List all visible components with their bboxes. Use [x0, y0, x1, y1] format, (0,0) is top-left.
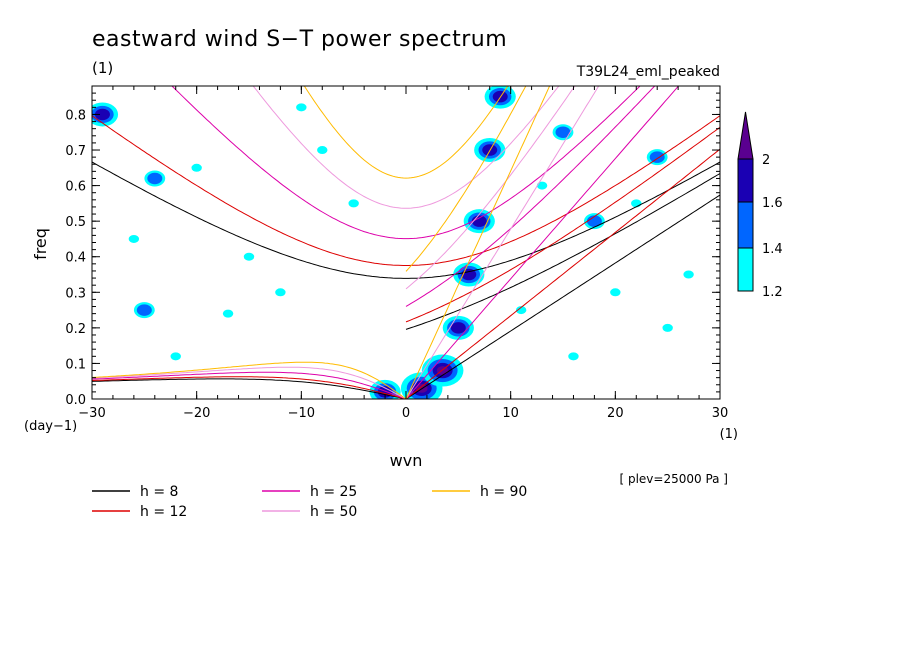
run-name: T39L24_eml_peaked: [576, 64, 720, 80]
power-region: [536, 181, 548, 190]
ig-curve: [252, 86, 560, 209]
ig-curve: [303, 86, 509, 179]
x-tick-label: −10: [288, 406, 315, 421]
y-tick-label: 0.0: [65, 393, 86, 408]
legend-label: h = 25: [310, 484, 357, 500]
power-region: [191, 163, 202, 172]
power-region: [128, 234, 140, 243]
kelvin-curve: [405, 86, 600, 399]
power-region: [662, 323, 673, 332]
kelvin-curve: [405, 86, 551, 399]
y-tick-label: 0.3: [65, 286, 86, 301]
y-tick-label: 0.4: [65, 251, 86, 266]
power-region: [136, 304, 152, 316]
y-unit-label: (day−1): [24, 419, 77, 434]
colorbar-label: 1.4: [762, 242, 783, 257]
y-tick-label: 0.7: [65, 144, 86, 159]
rossby-curve: [92, 376, 407, 399]
eig-curve: [405, 86, 576, 290]
power-region: [275, 288, 286, 297]
rossby-curve: [92, 371, 407, 399]
colorbar-segment: [737, 158, 754, 203]
power-region: [610, 288, 621, 297]
power-region: [170, 352, 181, 361]
x-axis-label: wvn: [390, 451, 423, 470]
x-tick-label: −20: [183, 406, 210, 421]
y-tick-label: 0.8: [65, 108, 86, 123]
dispersion-curves: [92, 86, 720, 399]
power-region: [317, 146, 328, 155]
colorbar-extend-triangle: [737, 111, 754, 160]
eig-curve: [405, 86, 527, 272]
power-region: [631, 199, 642, 208]
power-region: [296, 103, 307, 112]
eig-curve: [405, 126, 720, 323]
rossby-curve: [92, 378, 407, 399]
x-tick-label: 10: [502, 406, 519, 421]
rossby-curve: [92, 361, 407, 399]
x-tick-label: −30: [78, 406, 105, 421]
power-region: [568, 352, 579, 361]
x-axis-ticks: −30 −20 −10 0 10 20 30: [78, 86, 728, 421]
eig-curve: [405, 173, 720, 330]
power-region: [94, 108, 110, 121]
colorbar-segment: [737, 201, 754, 249]
y-axis-label: freq: [31, 228, 50, 260]
units-label: (1): [92, 59, 113, 77]
rossby-curve: [92, 366, 407, 399]
ig-curve: [92, 115, 720, 266]
plot-frame: [91, 85, 721, 400]
power-region: [222, 309, 234, 318]
x-tick-label: 0: [402, 406, 410, 421]
curve-legend: h = 8 h = 12 h = 25 h = 50 h = 90: [92, 484, 527, 520]
colorbar-label: 2: [762, 153, 770, 168]
ig-curve: [171, 86, 641, 240]
kelvin-curve: [405, 148, 720, 399]
y-tick-label: 0.5: [65, 215, 86, 230]
power-region: [515, 306, 527, 315]
power-region: [555, 126, 571, 138]
y-tick-label: 0.2: [65, 322, 86, 337]
power-region: [450, 322, 466, 334]
legend-label: h = 90: [480, 484, 527, 500]
power-region: [243, 252, 255, 261]
y-tick-label: 0.1: [65, 357, 86, 372]
y-tick-label: 0.6: [65, 180, 86, 195]
power-region: [147, 172, 163, 185]
kelvin-curve: [405, 194, 720, 399]
power-region: [348, 199, 359, 208]
colorbar-segment: [737, 247, 754, 292]
x-unit-label: (1): [720, 427, 738, 442]
x-tick-label: 20: [607, 406, 624, 421]
colorbar-label: 1.2: [762, 285, 783, 300]
power-region: [586, 215, 602, 227]
legend-label: h = 50: [310, 504, 357, 520]
level-note: [ plev=25000 Pa ]: [619, 472, 728, 486]
eig-curve: [405, 86, 656, 307]
power-region: [649, 151, 665, 163]
x-tick-label: 30: [712, 406, 729, 421]
legend-label: h = 12: [140, 504, 187, 520]
power-region: [461, 268, 477, 281]
power-region: [683, 270, 694, 279]
kelvin-curve: [405, 86, 680, 399]
chart-title: eastward wind S−T power spectrum: [92, 27, 507, 52]
colorbar-label: 1.6: [762, 196, 783, 211]
ig-curve: [92, 161, 720, 279]
y-axis-ticks: 0.0 0.1 0.2 0.3 0.4 0.5 0.6 0.7 0.8: [65, 92, 720, 408]
legend-label: h = 8: [140, 484, 178, 500]
power-contours: [92, 86, 694, 399]
colorbar: 1.2 1.4 1.6 2: [737, 111, 783, 300]
